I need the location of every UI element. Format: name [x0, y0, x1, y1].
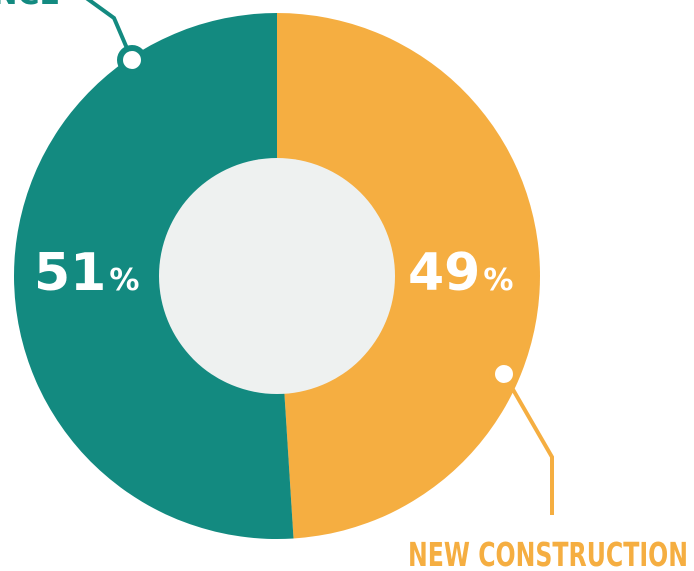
slice-percent-label-right: 49% — [408, 243, 513, 303]
callout-line-right — [502, 372, 554, 515]
percent-value: 51 — [34, 243, 106, 303]
percent-unit: % — [109, 263, 139, 298]
percent-unit: % — [483, 263, 513, 298]
callout-line-left — [85, 0, 134, 61]
pie-slice-right — [277, 13, 540, 539]
callout-dot-right — [489, 359, 519, 389]
slices-group — [13, 13, 540, 539]
donut-center — [159, 158, 395, 394]
pie-slice-left — [13, 13, 294, 539]
callout-dot-left — [117, 45, 147, 75]
slice-percent-label-left: 51% — [34, 243, 139, 303]
percent-value: 49 — [408, 243, 480, 303]
callout-label-right: NEW CONSTRUCTION — [408, 535, 688, 571]
callout-label-left: NCE — [0, 0, 60, 12]
